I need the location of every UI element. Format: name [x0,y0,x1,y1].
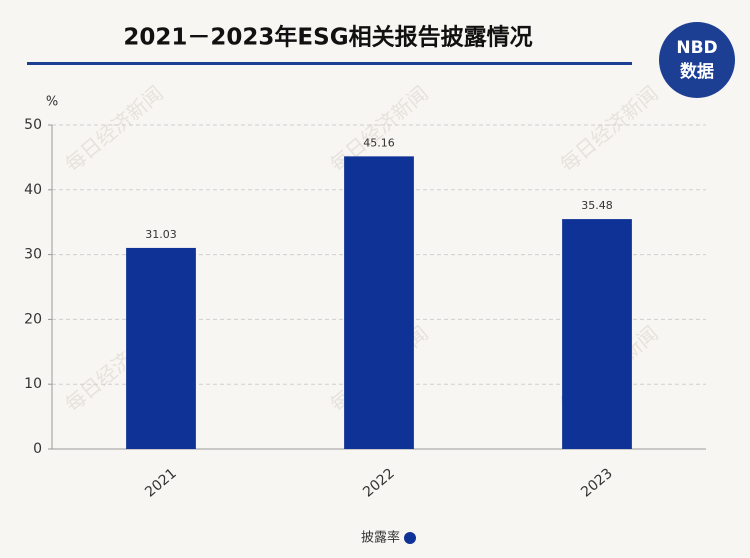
logo-brand: NBD [676,38,717,58]
logo-sub: 数据 [680,61,714,82]
legend-marker [404,532,416,544]
y-tick-label: 20 [24,311,42,327]
y-tick-label: 50 [24,117,42,133]
bar [344,156,414,449]
y-tick-label: 40 [24,182,42,198]
value-label: 31.03 [145,228,177,241]
y-tick-label: 30 [24,247,42,263]
y-tick-label: 10 [24,376,42,392]
y-axis-label: % [46,95,58,110]
legend-label: 披露率 [361,530,400,546]
value-label: 45.16 [363,136,395,149]
title-rule [27,62,632,65]
bar [562,219,632,449]
value-label: 35.48 [581,199,613,212]
chart-title: 2021－2023年ESG相关报告披露情况 [123,24,532,51]
bar [126,247,196,449]
logo [659,22,735,98]
y-tick-label: 0 [33,441,42,457]
